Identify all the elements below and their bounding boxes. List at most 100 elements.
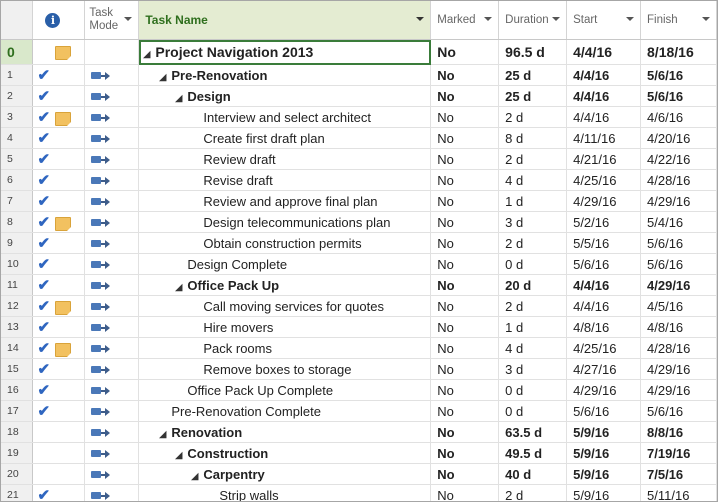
marked-cell[interactable]: No xyxy=(430,442,500,464)
task-mode-cell[interactable] xyxy=(84,148,140,170)
task-mode-cell[interactable] xyxy=(84,463,140,485)
row-number[interactable]: 1 xyxy=(1,64,34,86)
start-cell[interactable]: 5/9/16 xyxy=(566,442,642,464)
marked-cell[interactable]: No xyxy=(430,211,500,233)
task-mode-cell[interactable] xyxy=(84,85,140,107)
marked-cell[interactable]: No xyxy=(430,379,500,401)
finish-cell[interactable]: 4/8/16 xyxy=(640,316,717,338)
row-number[interactable]: 16 xyxy=(1,379,34,401)
task-name-cell[interactable]: Design Complete xyxy=(138,253,432,275)
row-number[interactable]: 3 xyxy=(1,106,34,128)
finish-cell[interactable]: 5/6/16 xyxy=(640,64,717,86)
row-number[interactable]: 18 xyxy=(1,421,34,443)
marked-cell[interactable]: No xyxy=(430,39,500,65)
indicators-cell[interactable]: ✔ xyxy=(32,211,86,233)
finish-header[interactable]: Finish xyxy=(640,1,717,40)
task-row[interactable]: 8 ✔ Design telecommunications plan No 3 … xyxy=(1,211,717,233)
indicators-cell[interactable]: ✔ xyxy=(32,484,86,501)
task-mode-cell[interactable] xyxy=(84,421,140,443)
marked-cell[interactable]: No xyxy=(430,64,500,86)
start-cell[interactable]: 4/25/16 xyxy=(566,169,642,191)
task-mode-cell[interactable] xyxy=(84,232,140,254)
row-number[interactable]: 12 xyxy=(1,295,34,317)
duration-cell[interactable]: 63.5 d xyxy=(498,421,568,443)
finish-cell[interactable]: 4/29/16 xyxy=(640,358,717,380)
finish-cell[interactable]: 4/29/16 xyxy=(640,379,717,401)
duration-header[interactable]: Duration xyxy=(498,1,568,40)
finish-cell[interactable]: 4/5/16 xyxy=(640,295,717,317)
finish-cell[interactable]: 5/6/16 xyxy=(640,85,717,107)
task-row[interactable]: 7 ✔ Review and approve final plan No 1 d… xyxy=(1,190,717,212)
start-cell[interactable]: 4/4/16 xyxy=(566,85,642,107)
task-name-cell[interactable]: Review draft xyxy=(138,148,432,170)
task-mode-cell[interactable] xyxy=(84,64,140,86)
collapse-triangle-icon[interactable]: ◢ xyxy=(191,470,199,481)
duration-cell[interactable]: 4 d xyxy=(498,337,568,359)
row-number[interactable]: 7 xyxy=(1,190,34,212)
task-row[interactable]: 21 ✔ Strip walls No 2 d 5/9/16 5/11/16 xyxy=(1,484,717,501)
task-name-cell[interactable]: Call moving services for quotes xyxy=(138,295,432,317)
marked-cell[interactable]: No xyxy=(430,421,500,443)
start-header[interactable]: Start xyxy=(566,1,642,40)
select-all-corner[interactable] xyxy=(1,1,34,40)
marked-cell[interactable]: No xyxy=(430,253,500,275)
marked-cell[interactable]: No xyxy=(430,127,500,149)
finish-cell[interactable]: 4/29/16 xyxy=(640,274,717,296)
start-cell[interactable]: 4/11/16 xyxy=(566,127,642,149)
task-row[interactable]: 15 ✔ Remove boxes to storage No 3 d 4/27… xyxy=(1,358,717,380)
task-row[interactable]: 16 ✔ Office Pack Up Complete No 0 d 4/29… xyxy=(1,379,717,401)
finish-cell[interactable]: 4/29/16 xyxy=(640,190,717,212)
start-cell[interactable]: 4/29/16 xyxy=(566,379,642,401)
task-mode-cell[interactable] xyxy=(84,442,140,464)
indicators-cell[interactable]: ✔ xyxy=(32,421,86,443)
note-icon[interactable] xyxy=(55,342,72,357)
duration-cell[interactable]: 3 d xyxy=(498,211,568,233)
marked-cell[interactable]: No xyxy=(430,295,500,317)
task-mode-cell[interactable] xyxy=(84,484,140,501)
chevron-down-icon[interactable] xyxy=(484,17,493,21)
task-mode-cell[interactable] xyxy=(84,400,140,422)
indicators-cell[interactable]: ✔ xyxy=(32,358,86,380)
start-cell[interactable]: 4/4/16 xyxy=(566,295,642,317)
task-name-cell[interactable]: ◢ Carpentry xyxy=(138,463,432,485)
indicators-cell[interactable]: ✔ xyxy=(32,463,86,485)
row-number[interactable]: 21 xyxy=(1,484,34,501)
task-mode-cell[interactable] xyxy=(84,106,140,128)
start-cell[interactable]: 5/5/16 xyxy=(566,232,642,254)
indicators-cell[interactable]: ✔ xyxy=(32,400,86,422)
duration-cell[interactable]: 8 d xyxy=(498,127,568,149)
task-name-cell[interactable]: Design telecommunications plan xyxy=(138,211,432,233)
task-row[interactable]: 6 ✔ Revise draft No 4 d 4/25/16 4/28/16 xyxy=(1,169,717,191)
marked-cell[interactable]: No xyxy=(430,337,500,359)
duration-cell[interactable]: 3 d xyxy=(498,358,568,380)
indicators-cell[interactable]: ✔ xyxy=(32,232,86,254)
task-mode-cell[interactable] xyxy=(84,169,140,191)
duration-cell[interactable]: 0 d xyxy=(498,253,568,275)
row-number[interactable]: 5 xyxy=(1,148,34,170)
task-mode-cell[interactable] xyxy=(84,274,140,296)
task-mode-cell[interactable] xyxy=(84,358,140,380)
task-row[interactable]: 10 ✔ Design Complete No 0 d 5/6/16 5/6/1… xyxy=(1,253,717,275)
finish-cell[interactable]: 5/4/16 xyxy=(640,211,717,233)
row-number[interactable]: 14 xyxy=(1,337,34,359)
finish-cell[interactable]: 7/5/16 xyxy=(640,463,717,485)
task-name-cell[interactable]: Hire movers xyxy=(138,316,432,338)
row-number[interactable]: 6 xyxy=(1,169,34,191)
note-icon[interactable] xyxy=(55,46,72,61)
duration-cell[interactable]: 2 d xyxy=(498,106,568,128)
row-number[interactable]: 4 xyxy=(1,127,34,149)
marked-cell[interactable]: No xyxy=(430,358,500,380)
chevron-down-icon[interactable] xyxy=(124,17,133,21)
duration-cell[interactable]: 2 d xyxy=(498,484,568,501)
finish-cell[interactable]: 8/18/16 xyxy=(640,39,717,65)
indicators-cell[interactable]: ✔ xyxy=(32,295,86,317)
start-cell[interactable]: 4/4/16 xyxy=(566,39,642,65)
marked-cell[interactable]: No xyxy=(430,85,500,107)
duration-cell[interactable]: 49.5 d xyxy=(498,442,568,464)
duration-cell[interactable]: 25 d xyxy=(498,85,568,107)
marked-cell[interactable]: No xyxy=(430,106,500,128)
task-row[interactable]: 4 ✔ Create first draft plan No 8 d 4/11/… xyxy=(1,127,717,149)
finish-cell[interactable]: 5/11/16 xyxy=(640,484,717,501)
start-cell[interactable]: 5/9/16 xyxy=(566,421,642,443)
task-mode-cell[interactable] xyxy=(84,295,140,317)
